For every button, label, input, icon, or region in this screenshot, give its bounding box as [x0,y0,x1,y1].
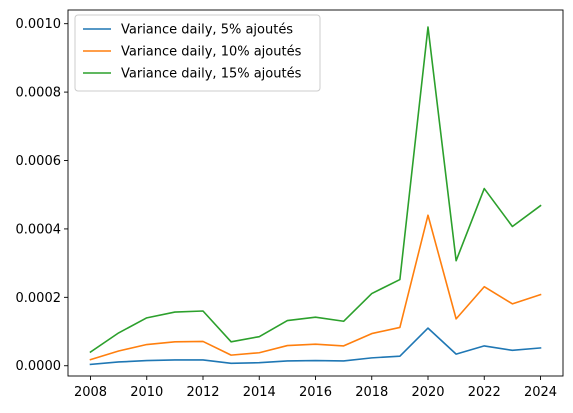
legend-label-3: Variance daily, 15% ajoutés [121,67,302,82]
x-tick-label: 2012 [186,385,219,400]
legend-label-1: Variance daily, 5% ajoutés [121,23,293,38]
x-tick-label: 2022 [468,385,501,400]
x-tick-label: 2018 [355,385,388,400]
series-layer [89,26,542,366]
x-tick-label: 2014 [243,385,276,400]
y-tick-label: 0.0004 [16,222,62,237]
y-tick-label: 0.0000 [16,359,62,374]
legend-box [74,14,321,92]
x-tick-label: 2008 [74,385,107,400]
y-axis: 0.0000 0.0002 0.0004 0.0006 0.0008 0.0010 [16,17,68,374]
x-tick-label: 2024 [524,385,557,400]
series-line-2 [89,214,542,361]
y-tick-label: 0.0008 [16,86,62,101]
series-line-1 [89,327,542,366]
y-tick-label: 0.0010 [16,17,62,32]
legend-label-2: Variance daily, 10% ajoutés [121,45,302,60]
series-line-3 [89,26,542,354]
y-tick-label: 0.0006 [16,154,62,169]
x-tick-label: 2016 [299,385,332,400]
x-tick-label: 2010 [130,385,163,400]
x-tick-label: 2020 [411,385,444,400]
y-tick-label: 0.0002 [16,291,62,306]
legend: Variance daily, 5% ajoutés Variance daily… [74,14,321,92]
x-axis: 2008 2010 2012 2014 2016 2018 2020 2022 2024 [74,376,557,400]
